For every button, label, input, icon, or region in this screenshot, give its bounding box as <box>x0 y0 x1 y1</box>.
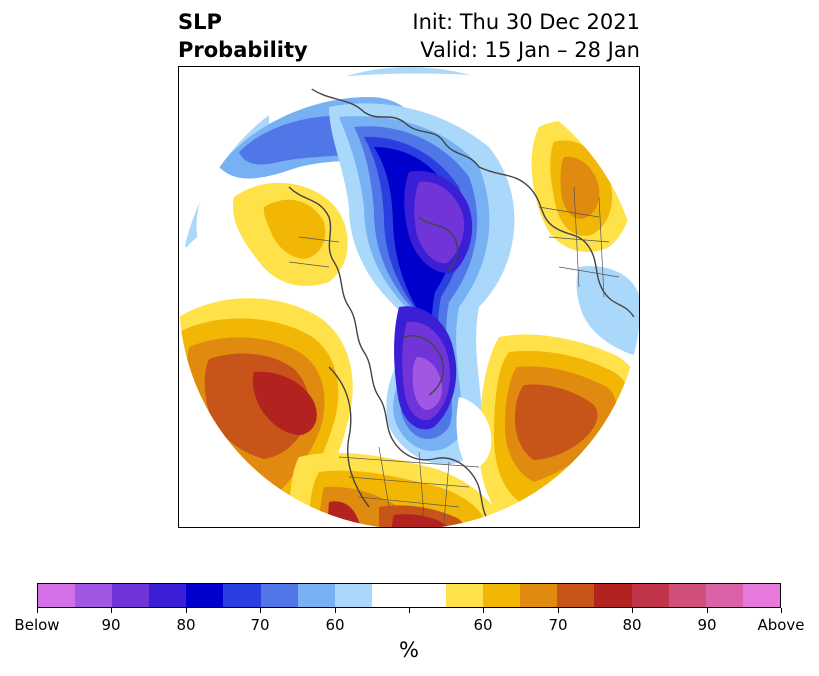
colorbar-segment <box>631 584 669 607</box>
colorbar-tick <box>558 608 559 613</box>
colorbar-segment <box>742 584 780 607</box>
colorbar-tick-label: 60 <box>325 616 345 634</box>
colorbar-segment <box>223 584 261 607</box>
title-variable: SLP <box>178 10 222 34</box>
colorbar-segment <box>705 584 743 607</box>
colorbar-tick-label: 80 <box>622 616 642 634</box>
colorbar-tick <box>409 608 410 613</box>
colorbar-segment <box>112 584 150 607</box>
colorbar-segment <box>371 584 409 607</box>
colorbar-tick <box>260 608 261 613</box>
colorbar-tick-label: 90 <box>101 616 121 634</box>
colorbar-segment <box>260 584 298 607</box>
colorbar-tick <box>111 608 112 613</box>
colorbar-segment <box>186 584 224 607</box>
colorbar-tick <box>707 608 708 613</box>
init-date: Init: Thu 30 Dec 2021 <box>412 10 640 34</box>
colorbar-tick <box>186 608 187 613</box>
valid-range: Valid: 15 Jan – 28 Jan <box>420 38 640 62</box>
colorbar-segment <box>75 584 113 607</box>
probability-field <box>179 67 639 527</box>
colorbar-segment <box>594 584 632 607</box>
colorbar-segment <box>557 584 595 607</box>
colorbar-tick <box>37 608 38 613</box>
colorbar-segment <box>334 584 372 607</box>
title-right: Init: Thu 30 Dec 2021 Valid: 15 Jan – 28… <box>412 8 640 64</box>
colorbar-tick <box>335 608 336 613</box>
borders <box>288 186 620 523</box>
colorbar-segment <box>668 584 706 607</box>
colorbar-segment <box>38 584 76 607</box>
colorbar-tick-label: Below <box>14 616 60 634</box>
colorbar-tick <box>483 608 484 613</box>
colorbar-tick-label: 70 <box>548 616 568 634</box>
colorbar-segment <box>520 584 558 607</box>
colorbar-segment <box>297 584 335 607</box>
polar-map <box>179 67 639 527</box>
coastlines <box>288 86 635 523</box>
colorbar-segment <box>446 584 484 607</box>
colorbar-segment <box>149 584 187 607</box>
colorbar <box>37 583 781 608</box>
colorbar-tick <box>632 608 633 613</box>
colorbar-tick-label: Above <box>757 616 805 634</box>
colorbar-tick <box>781 608 782 613</box>
colorbar-tick-label: 80 <box>176 616 196 634</box>
colorbar-tick-label: 70 <box>250 616 270 634</box>
colorbar-segment <box>408 584 447 607</box>
colorbar-tick-label: 60 <box>473 616 493 634</box>
map-panel <box>178 66 640 528</box>
colorbar-segment <box>483 584 521 607</box>
title-product: Probability <box>178 38 308 62</box>
colorbar-units: % <box>399 638 419 662</box>
colorbar-tick-label: 90 <box>697 616 717 634</box>
title-left: SLP Probability <box>178 8 308 64</box>
